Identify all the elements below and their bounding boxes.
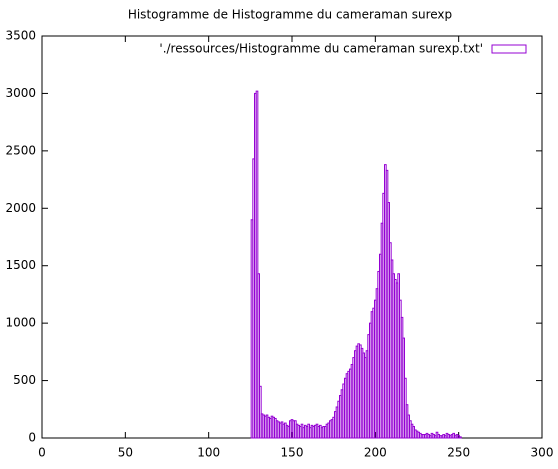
y-tick-label: 1000 (5, 316, 36, 330)
legend-swatch (491, 44, 527, 54)
y-tick-label: 0 (28, 431, 36, 445)
chart-title: Histogramme de Histogramme du cameraman … (128, 8, 452, 22)
bar (257, 273, 261, 439)
bar (255, 90, 259, 439)
x-tick-label: 50 (118, 446, 133, 460)
y-tick-label: 3500 (5, 29, 36, 43)
y-tick-label: 2500 (5, 143, 36, 157)
y-tick-label: 1500 (5, 258, 36, 272)
y-tick-label: 3000 (5, 86, 36, 100)
bar (259, 385, 262, 439)
bar (459, 436, 462, 439)
plot-border (41, 35, 543, 439)
y-tick-label: 500 (13, 373, 36, 387)
x-tick-label: 300 (531, 446, 554, 460)
y-tick-label: 2000 (5, 201, 36, 215)
legend-label: './ressources/Histogramme du cameraman s… (159, 42, 483, 56)
x-tick-label: 150 (281, 446, 304, 460)
x-tick-label: 0 (38, 446, 46, 460)
x-tick-label: 100 (197, 446, 220, 460)
x-tick-label: 200 (364, 446, 387, 460)
x-tick-label: 250 (447, 446, 470, 460)
